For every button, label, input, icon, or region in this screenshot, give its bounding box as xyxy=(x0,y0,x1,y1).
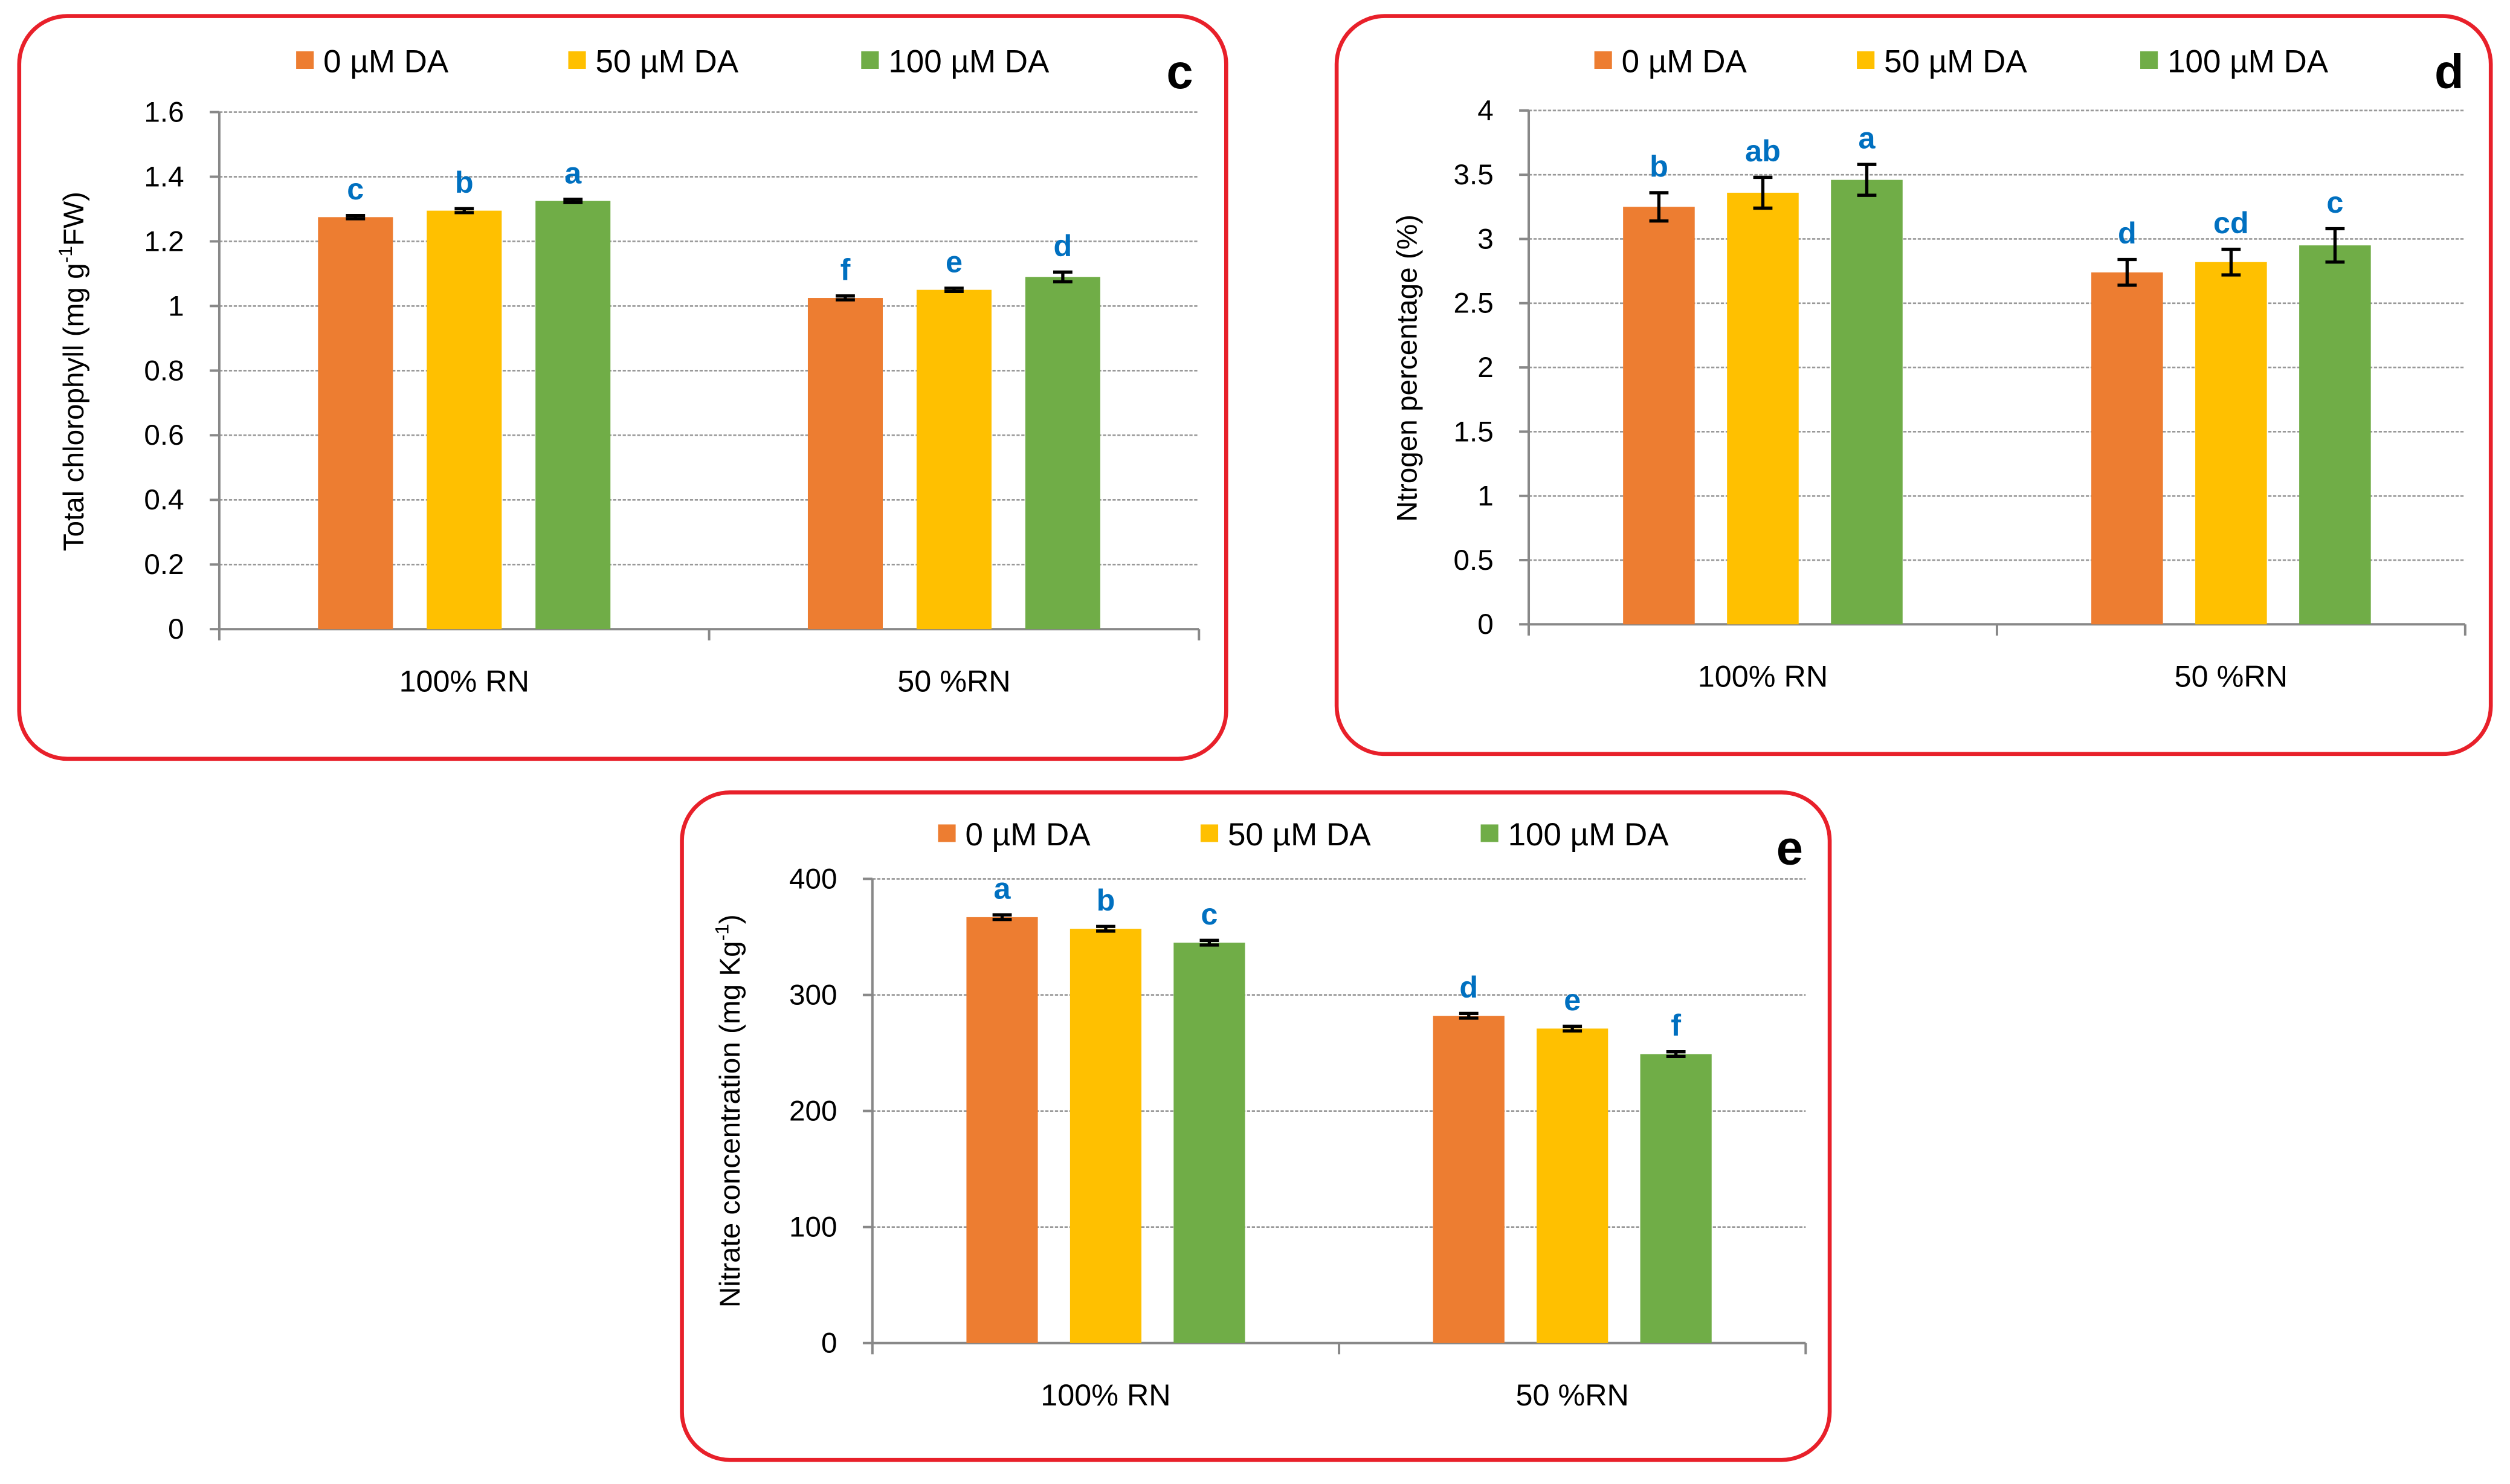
x-tick-label: 100% RN xyxy=(1698,659,1828,694)
bar xyxy=(1173,943,1245,1343)
panel-label: e xyxy=(1776,821,1803,875)
bar xyxy=(2091,272,2163,625)
legend-swatch xyxy=(296,51,314,69)
y-tick-label: 2.5 xyxy=(1453,288,1493,320)
bar xyxy=(2195,262,2267,625)
y-tick-label: 1.6 xyxy=(144,96,184,128)
bar xyxy=(1537,1028,1608,1343)
significance-letter: d xyxy=(2118,216,2137,250)
x-tick-label: 50 %RN xyxy=(2175,659,2288,694)
significance-letter: d xyxy=(1459,970,1478,1004)
legend-label: 0 µM DA xyxy=(1622,44,1747,79)
legend-label: 50 µM DA xyxy=(1884,44,2027,79)
legend-label: 0 µM DA xyxy=(965,817,1091,853)
bar xyxy=(1831,179,1903,625)
x-tick-label: 100% RN xyxy=(1040,1378,1170,1412)
chart-panel-e: 0 100 200 300 400 100% RN 50 %RN a d 0 µM DAb e 50 … xyxy=(680,790,1832,1462)
y-tick-label: 100 xyxy=(789,1211,837,1244)
significance-letter: e xyxy=(1564,982,1581,1017)
bar xyxy=(2299,245,2371,625)
legend-label: 50 µM DA xyxy=(596,44,739,79)
legend-swatch xyxy=(568,51,586,69)
legend-swatch xyxy=(1480,824,1499,842)
chart-panel-d: 0 0.5 1 1.5 2 2.5 3 3.5 4 100% RN 50 %RN b d 0 µM DA a… xyxy=(1334,14,2493,757)
bar xyxy=(807,298,883,630)
y-tick-label: 0.8 xyxy=(144,355,184,387)
y-tick-label: 2 xyxy=(1477,352,1494,384)
significance-letter: cd xyxy=(2213,205,2249,240)
legend-label: 50 µM DA xyxy=(1228,817,1371,853)
bar xyxy=(1433,1016,1505,1343)
bar xyxy=(535,201,611,630)
y-tick-label: 4 xyxy=(1477,95,1494,127)
y-tick-label: 0 xyxy=(168,613,184,645)
legend-swatch xyxy=(1594,51,1612,69)
bar xyxy=(1069,929,1142,1343)
significance-letter: c xyxy=(347,172,364,206)
significance-letter: d xyxy=(1054,228,1073,263)
y-tick-label: 300 xyxy=(789,979,837,1011)
significance-letter: b xyxy=(1650,149,1668,183)
significance-letter: b xyxy=(1097,883,1115,917)
bar xyxy=(1623,207,1695,625)
y-tick-label: 400 xyxy=(789,863,837,895)
y-tick-label: 0.6 xyxy=(144,419,184,451)
bar xyxy=(1727,192,1799,625)
bar xyxy=(1025,277,1100,630)
significance-letter: c xyxy=(1201,897,1218,931)
y-tick-label: 0 xyxy=(1477,608,1494,640)
legend-swatch xyxy=(2140,51,2158,69)
y-tick-label: 200 xyxy=(789,1095,837,1128)
legend-swatch xyxy=(861,51,879,69)
legend-label: 100 µM DA xyxy=(888,44,1050,79)
y-tick-label: 1 xyxy=(168,290,184,322)
significance-letter: b xyxy=(455,165,474,199)
legend-swatch xyxy=(938,824,956,842)
y-tick-label: 0.4 xyxy=(144,484,184,516)
x-tick-label: 100% RN xyxy=(399,664,529,698)
x-tick-label: 50 %RN xyxy=(897,664,1010,698)
panel-label: d xyxy=(2434,45,2464,98)
significance-letter: f xyxy=(840,252,851,286)
legend-swatch xyxy=(1200,824,1219,842)
significance-letter: c xyxy=(2326,185,2343,219)
bar xyxy=(916,289,992,630)
significance-letter: ab xyxy=(1745,134,1781,168)
y-tick-label: 3 xyxy=(1477,223,1494,255)
y-axis-title: Total chlorophyll (mg g-1FW) xyxy=(54,192,90,551)
significance-letter: a xyxy=(564,155,582,190)
significance-letter: a xyxy=(1858,121,1876,155)
y-tick-label: 1 xyxy=(1477,480,1494,512)
x-tick-label: 50 %RN xyxy=(1516,1378,1629,1412)
legend-label: 0 µM DA xyxy=(323,44,449,79)
y-tick-label: 1.5 xyxy=(1453,416,1493,448)
y-tick-label: 0.2 xyxy=(144,549,184,581)
panel-label: c xyxy=(1166,45,1193,98)
y-axis-title: Nitrate concentration (mg Kg-1) xyxy=(711,914,746,1308)
significance-letter: f xyxy=(1671,1008,1681,1042)
y-tick-label: 1.4 xyxy=(144,161,184,193)
bar xyxy=(966,917,1038,1343)
bar xyxy=(427,210,502,630)
bar xyxy=(318,217,393,630)
significance-letter: a xyxy=(994,871,1011,906)
legend-label: 100 µM DA xyxy=(2167,44,2329,79)
y-tick-label: 1.2 xyxy=(144,225,184,257)
y-tick-label: 0.5 xyxy=(1453,544,1493,576)
y-axis-title: Ntrogen percentage (%) xyxy=(1392,215,1424,522)
bar xyxy=(1640,1054,1712,1343)
legend-swatch xyxy=(1857,51,1875,69)
legend-label: 100 µM DA xyxy=(1508,817,1670,853)
y-tick-label: 3.5 xyxy=(1453,159,1493,191)
y-tick-label: 0 xyxy=(821,1328,837,1360)
significance-letter: e xyxy=(946,245,963,279)
chart-panel-c: 0 0.2 0.4 0.6 0.8 1 1.2 1.4 1.6 100% RN 50 %RN c f 0 … xyxy=(17,14,1228,761)
